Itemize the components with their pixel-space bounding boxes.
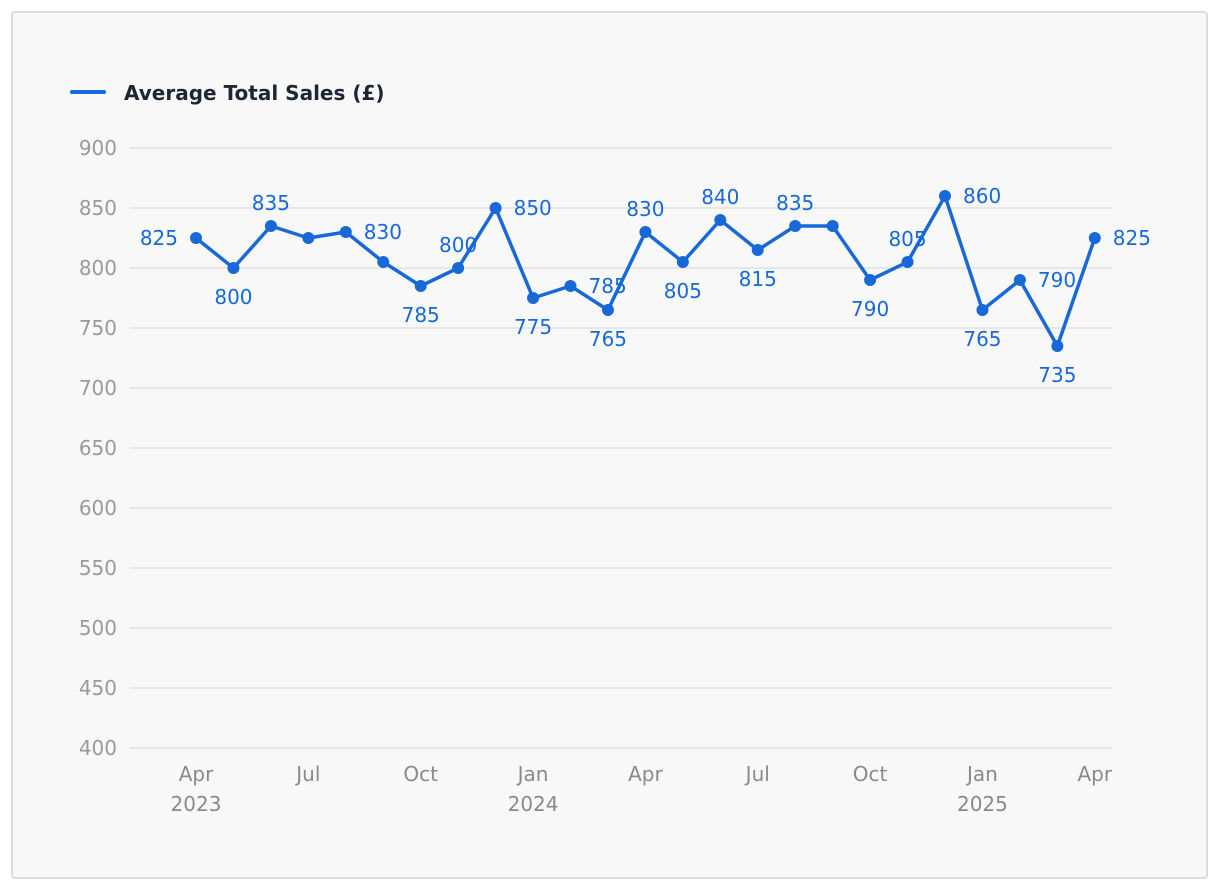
legend-label: Average Total Sales (£) (124, 81, 385, 105)
legend[interactable]: Average Total Sales (£) (70, 81, 385, 105)
x-tick-label: Jul (294, 762, 320, 786)
y-tick-label: 400 (79, 736, 117, 760)
data-point[interactable] (976, 304, 989, 316)
y-tick-label: 750 (79, 316, 117, 340)
data-point[interactable] (714, 214, 727, 226)
data-point[interactable] (190, 232, 202, 244)
data-label: 835 (252, 191, 290, 215)
x-tick-label: Apr (1077, 762, 1112, 786)
data-point[interactable] (1051, 340, 1064, 352)
x-tick-label: Apr (179, 762, 214, 786)
y-tick-label: 850 (79, 196, 117, 220)
data-label: 800 (214, 285, 252, 309)
x-tick-label: Jan (516, 762, 549, 786)
data-labels: 825 800 835 830 785 800 850 775 785 765 830 805 840 8… (140, 184, 1151, 387)
data-label: 790 (851, 297, 889, 321)
y-tick-label: 650 (79, 436, 117, 460)
data-label: 785 (402, 303, 440, 327)
y-axis-ticks: 400 450 500 550 600 650 700 750 800 850 900 (79, 136, 117, 760)
data-label: 850 (514, 196, 552, 220)
data-label: 830 (364, 220, 402, 244)
data-point[interactable] (377, 256, 390, 268)
data-point[interactable] (939, 190, 951, 202)
data-label: 825 (140, 226, 178, 250)
y-tick-label: 450 (79, 676, 117, 700)
data-label: 840 (701, 185, 739, 209)
data-point[interactable] (414, 280, 427, 292)
data-point[interactable] (826, 220, 839, 232)
data-point[interactable] (264, 220, 277, 232)
x-tick-year-label: 2023 (171, 792, 222, 816)
x-tick-label: Oct (403, 762, 438, 786)
x-tick-label: Oct (853, 762, 888, 786)
y-tick-label: 500 (79, 616, 117, 640)
data-label: 790 (1038, 268, 1076, 292)
data-label: 800 (439, 233, 477, 257)
data-label: 830 (626, 197, 664, 221)
data-point[interactable] (751, 244, 764, 256)
y-tick-label: 700 (79, 376, 117, 400)
data-label: 735 (1038, 363, 1076, 387)
data-label: 860 (963, 184, 1001, 208)
data-label: 775 (514, 315, 552, 339)
data-point[interactable] (676, 256, 689, 268)
data-point[interactable] (1088, 232, 1101, 244)
x-tick-year-label: 2025 (957, 792, 1008, 816)
x-tick-year-label: 2024 (508, 792, 559, 816)
data-point[interactable] (302, 232, 315, 244)
data-point[interactable] (639, 226, 652, 238)
x-tick-label: Jan (965, 762, 998, 786)
x-tick-label: Apr (628, 762, 663, 786)
data-label: 815 (739, 267, 777, 291)
data-label: 765 (963, 327, 1001, 351)
data-point[interactable] (227, 262, 240, 274)
data-label: 805 (888, 227, 926, 251)
data-point[interactable] (339, 226, 352, 238)
data-label: 835 (776, 191, 814, 215)
chart-card (11, 11, 1208, 879)
data-point[interactable] (901, 256, 914, 268)
data-point[interactable] (489, 202, 502, 214)
data-label: 825 (1113, 226, 1151, 250)
x-tick-label: Jul (744, 762, 770, 786)
grid (130, 147, 1112, 749)
data-point[interactable] (601, 304, 614, 316)
data-point[interactable] (789, 220, 802, 232)
y-tick-label: 900 (79, 136, 117, 160)
data-point[interactable] (1013, 274, 1026, 286)
data-point[interactable] (527, 292, 540, 304)
y-tick-label: 550 (79, 556, 117, 580)
x-axis-ticks: Apr 2023 Jul Oct Jan 2024 Apr Jul Oct Jan 2025 Apr (171, 762, 1113, 816)
data-point[interactable] (864, 274, 877, 286)
data-points (190, 190, 1101, 352)
data-label: 805 (664, 279, 702, 303)
y-tick-label: 800 (79, 256, 117, 280)
data-point[interactable] (452, 262, 465, 274)
data-label: 785 (589, 274, 627, 298)
y-tick-label: 600 (79, 496, 117, 520)
data-point[interactable] (564, 280, 577, 292)
data-label: 765 (589, 327, 627, 351)
